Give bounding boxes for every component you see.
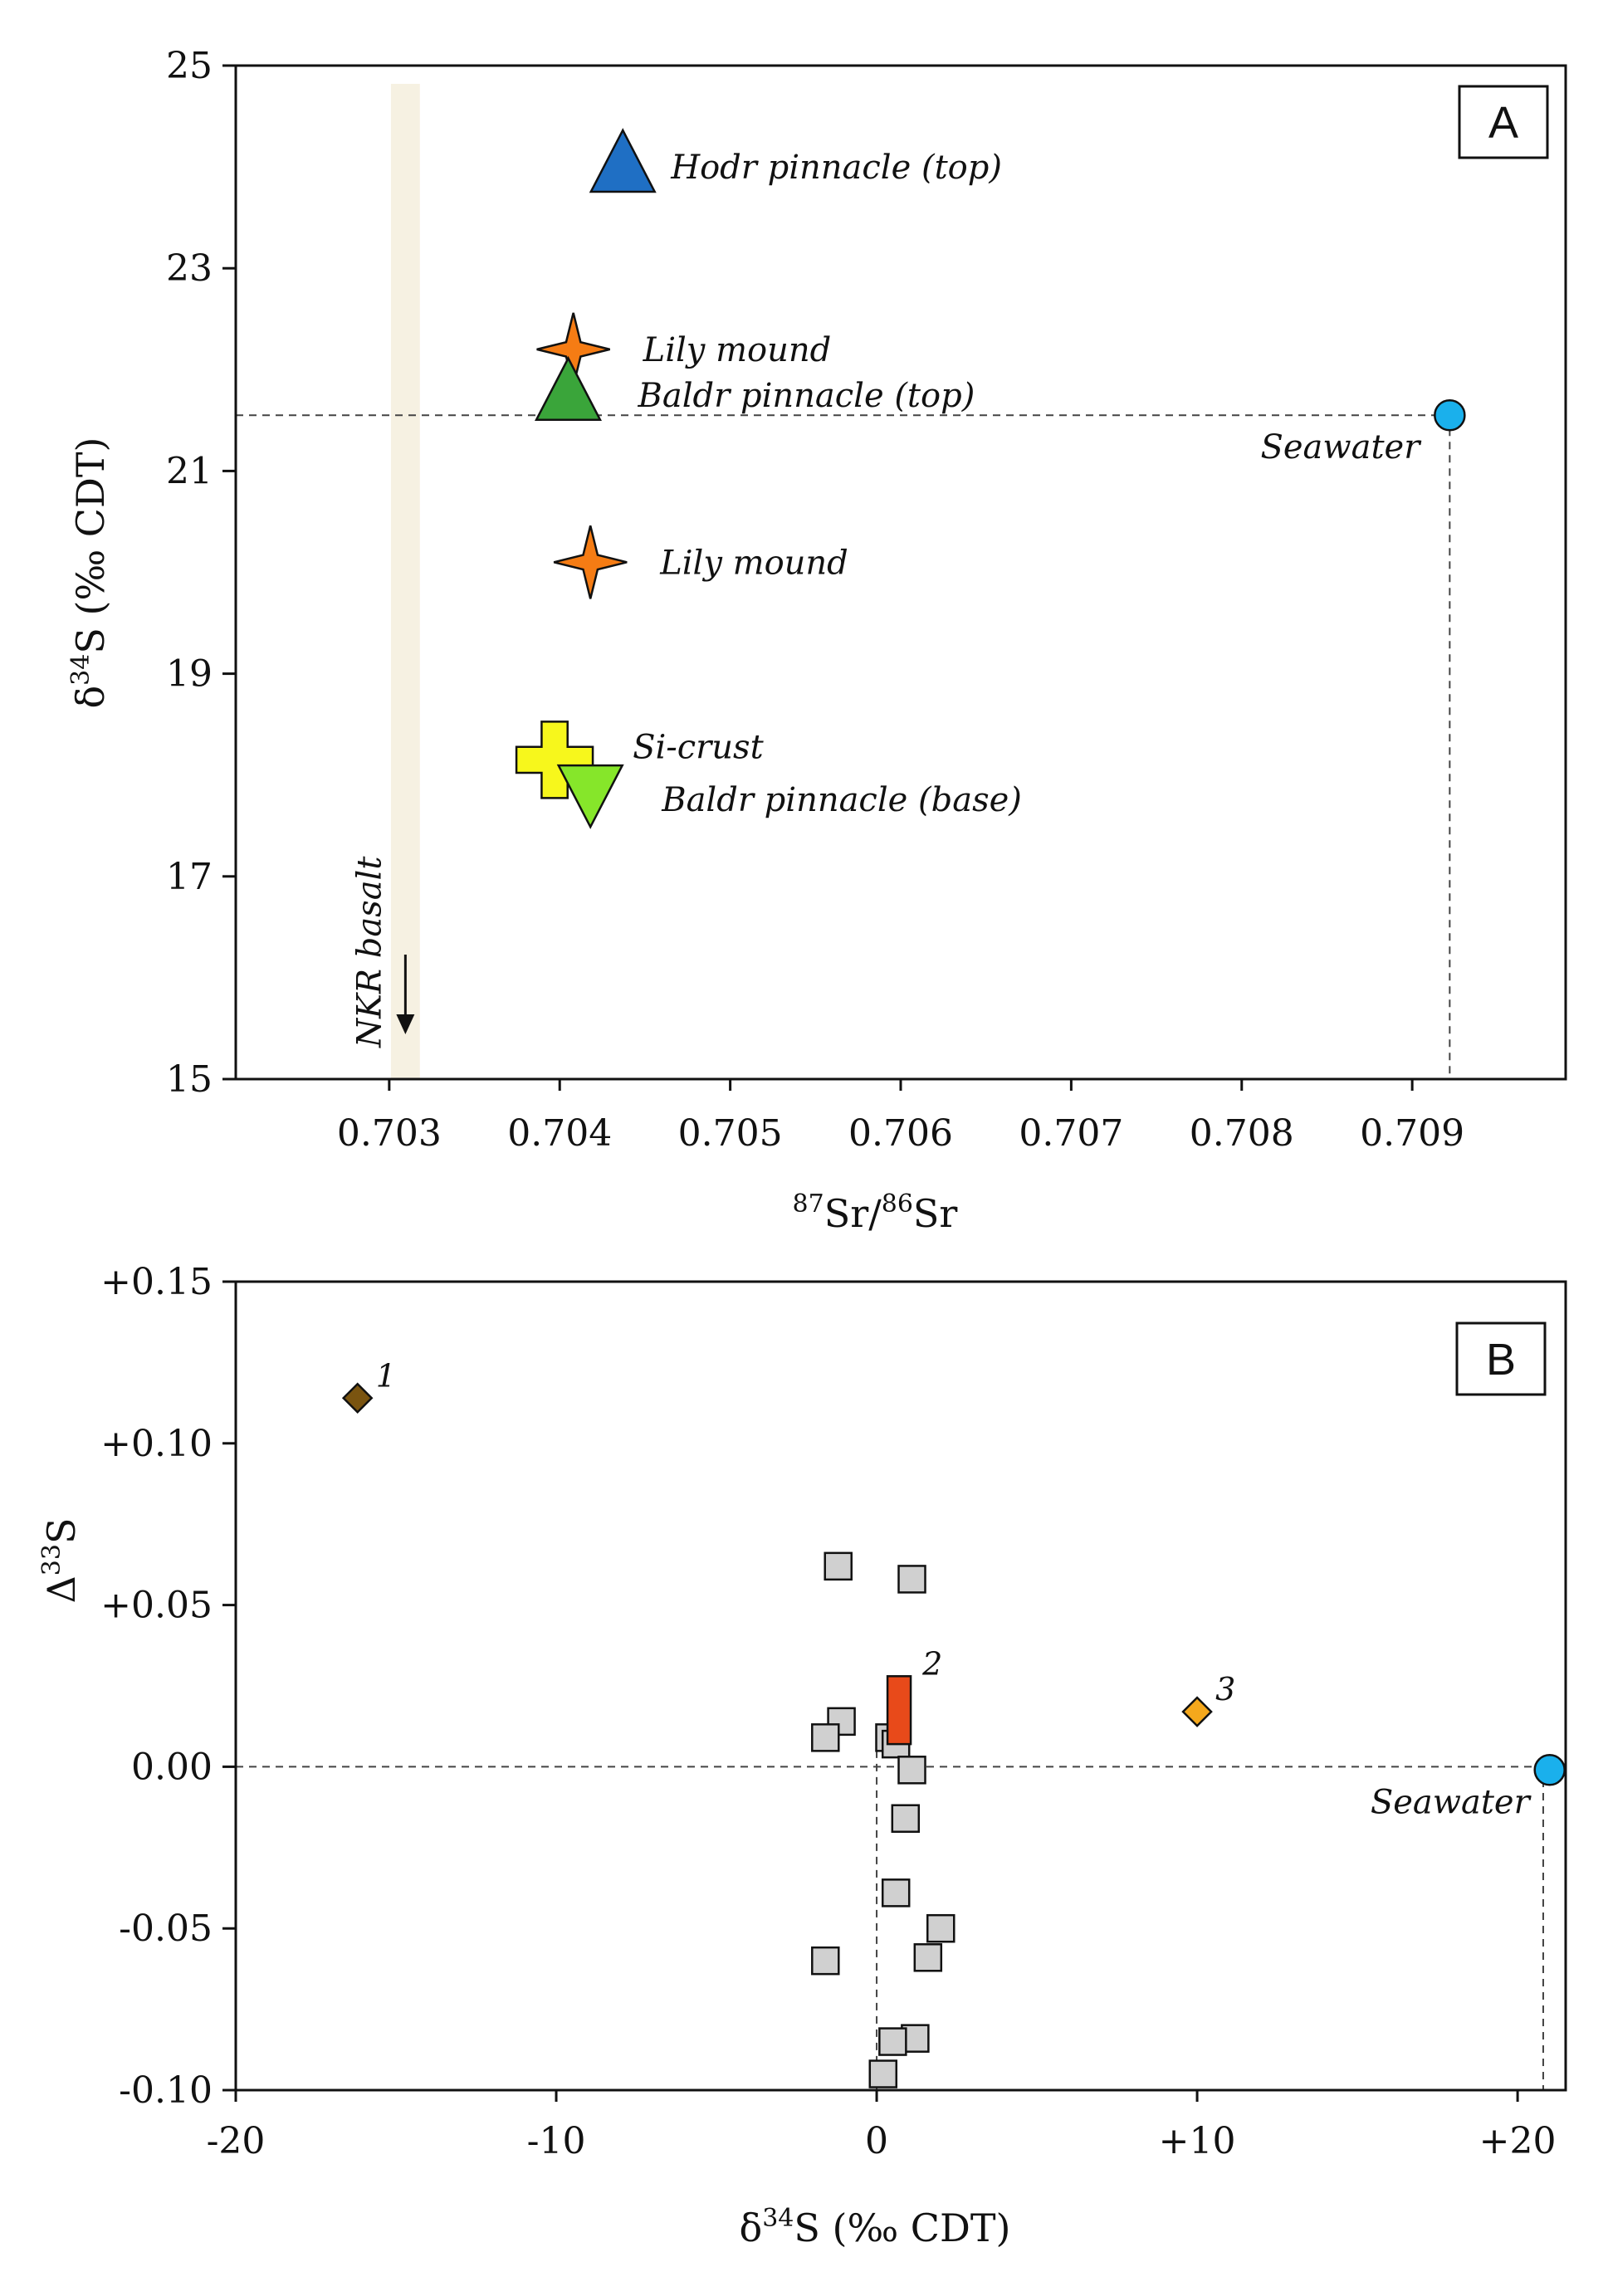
plot-frame (234, 1280, 1567, 2092)
hodr-pinnacle-top-marker (589, 128, 657, 193)
x-tick-label: 0.704 (507, 1112, 612, 1155)
x-axis-ticks: 0.703 0.704 0.705 0.706 0.707 0.708 0.709 (337, 1079, 1464, 1155)
nkr-basalt-label: NKR basalt (350, 856, 415, 1048)
x-axis-title: 87Sr/86Sr (793, 1190, 958, 1236)
y-axis-ticks: -0.10 -0.05 0.00 +0.05 +0.10 +0.15 (100, 1261, 236, 2112)
baldr-pinnacle-top-marker (535, 355, 602, 422)
sample-square (868, 2059, 898, 2088)
sample-diamond-label: 3 (1215, 1671, 1235, 1707)
panel-letter: B (1486, 1335, 1516, 1385)
nkr-basalt-band (390, 84, 420, 1079)
sample-diamond-3 (1181, 1696, 1213, 1727)
sample-square (878, 2027, 907, 2056)
sample-square (891, 1804, 921, 1833)
baldr-pinnacle-top-label: Baldr pinnacle (top) (638, 377, 975, 415)
sample-square (881, 1878, 911, 1908)
x-tick-label: +20 (1479, 2120, 1557, 2162)
sample-bar (886, 1675, 912, 1746)
x-tick-label: 0.705 (678, 1112, 783, 1155)
baldr-pinnacle-base-marker (556, 764, 624, 829)
seawater-label: Seawater (1371, 1783, 1532, 1821)
panel-b: -20 -10 0 +10 +20 -0.10 -0.05 0.00 +0.05 +0.10 +0… (37, 1261, 1567, 2250)
y-tick-label: 19 (166, 653, 213, 696)
y-tick-label: +0.15 (100, 1261, 213, 1303)
y-axis-title: δ34S (‰ CDT) (66, 437, 113, 708)
sample-square (824, 1551, 853, 1581)
seawater-label: Seawater (1260, 428, 1422, 467)
hodr-pinnacle-top-label: Hodr pinnacle (top) (670, 149, 1002, 187)
x-axis-ticks: -20 -10 0 +10 +20 (207, 2090, 1557, 2162)
x-tick-label: -20 (207, 2120, 266, 2162)
x-tick-label: 0.707 (1019, 1112, 1123, 1155)
sample-square (913, 1943, 943, 1972)
x-tick-label: 0 (865, 2120, 888, 2162)
panel-label-b: B (1455, 1321, 1547, 1396)
panel-a: 0.703 0.704 0.705 0.706 0.707 0.708 0.709 15 17… (66, 45, 1567, 1236)
y-tick-label: -0.10 (119, 2069, 213, 2112)
sample-square (897, 1565, 926, 1594)
x-tick-label: 0.703 (337, 1112, 442, 1155)
x-tick-label: 0.708 (1190, 1112, 1294, 1155)
data-points: 2 1 3 Seawater (341, 1357, 1566, 2088)
reference-lines (236, 414, 1451, 1079)
sample-square (811, 1946, 840, 1976)
sample-diamond-label: 1 (376, 1357, 396, 1394)
y-tick-label: 25 (166, 45, 213, 87)
x-tick-label: -10 (527, 2120, 586, 2162)
y-tick-label: +0.05 (100, 1585, 213, 1627)
y-tick-label: -0.05 (119, 1908, 213, 1950)
baldr-pinnacle-base-label: Baldr pinnacle (base) (661, 781, 1022, 819)
arrowhead-icon (396, 1014, 415, 1034)
x-tick-label: 0.709 (1360, 1112, 1464, 1155)
sample-square (897, 1756, 926, 1785)
lily-mound-label: Lily mound (643, 331, 832, 369)
y-axis-ticks: 15 17 19 21 23 25 (166, 45, 236, 1101)
panel-letter: A (1488, 98, 1518, 148)
lily-mound-marker (553, 525, 628, 599)
reference-lines (236, 1750, 1550, 2090)
y-tick-label: 21 (166, 450, 213, 492)
x-tick-label: 0.706 (848, 1112, 953, 1155)
y-tick-label: 17 (166, 856, 213, 898)
y-tick-label: 23 (166, 247, 213, 290)
sample-square (811, 1723, 840, 1752)
data-points: Hodr pinnacle (top) Lily mound Baldr pinna… (515, 128, 1466, 829)
band-label: NKR basalt (350, 856, 389, 1048)
seawater-marker (1533, 1754, 1566, 1786)
plot-frame (234, 64, 1567, 1081)
si-crust-marker (515, 721, 594, 799)
y-axis-title: Δ33S (37, 1518, 84, 1604)
lily-mound-label: Lily mound (659, 544, 848, 582)
si-crust-label: Si-crust (633, 728, 765, 766)
seawater-marker (1434, 398, 1466, 432)
x-axis-title: δ34S (‰ CDT) (739, 2204, 1010, 2250)
y-tick-label: +0.10 (100, 1423, 213, 1465)
sample-diamond-1 (341, 1382, 374, 1414)
sample-bar-label: 2 (921, 1645, 942, 1682)
panel-label-a: A (1458, 85, 1549, 159)
x-tick-label: +10 (1159, 2120, 1236, 2162)
y-tick-label: 15 (166, 1058, 213, 1101)
y-tick-label: 0.00 (131, 1746, 213, 1788)
sample-square (926, 1913, 956, 1943)
